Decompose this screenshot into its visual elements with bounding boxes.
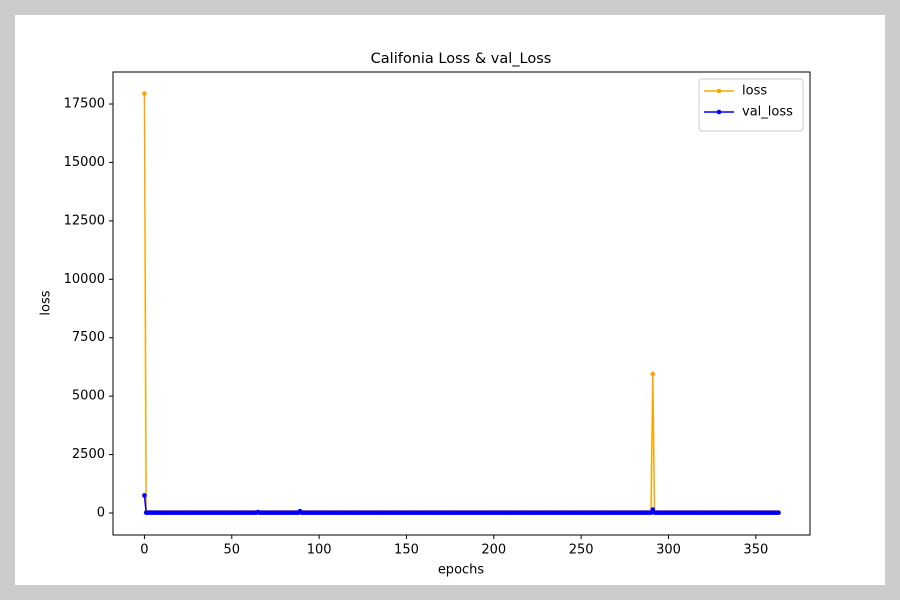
y-tick-label: 0 <box>97 506 105 521</box>
y-tick-label: 7500 <box>72 330 105 345</box>
y-axis-label: loss <box>39 290 54 315</box>
point <box>142 91 147 96</box>
x-tick-label: 250 <box>569 543 594 558</box>
x-axis-label: epochs <box>438 563 485 578</box>
y-tick-label: 10000 <box>64 272 105 287</box>
x-tick-label: 0 <box>140 543 148 558</box>
legend-box <box>698 78 804 132</box>
y-tick-label: 2500 <box>72 447 105 462</box>
y-tick-label: 17500 <box>64 97 105 112</box>
point <box>650 371 656 377</box>
x-tick-label: 300 <box>656 543 681 558</box>
x-tick-label: 350 <box>743 543 768 558</box>
x-tick-label: 200 <box>481 543 506 558</box>
point <box>142 493 147 498</box>
legend-label: loss <box>742 84 767 99</box>
y-tick-label: 12500 <box>64 213 105 228</box>
point <box>776 510 781 515</box>
y-tick-label: 15000 <box>64 155 105 170</box>
x-tick-label: 100 <box>307 543 332 558</box>
legend-label: val_loss <box>742 105 793 120</box>
legend-marker <box>716 109 722 115</box>
y-tick-label: 5000 <box>72 389 105 404</box>
x-tick-label: 50 <box>224 543 241 558</box>
plot-frame <box>112 71 811 536</box>
legend-marker <box>716 88 722 94</box>
chart-title: Califonia Loss & val_Loss <box>371 51 552 67</box>
x-tick-label: 150 <box>394 543 419 558</box>
